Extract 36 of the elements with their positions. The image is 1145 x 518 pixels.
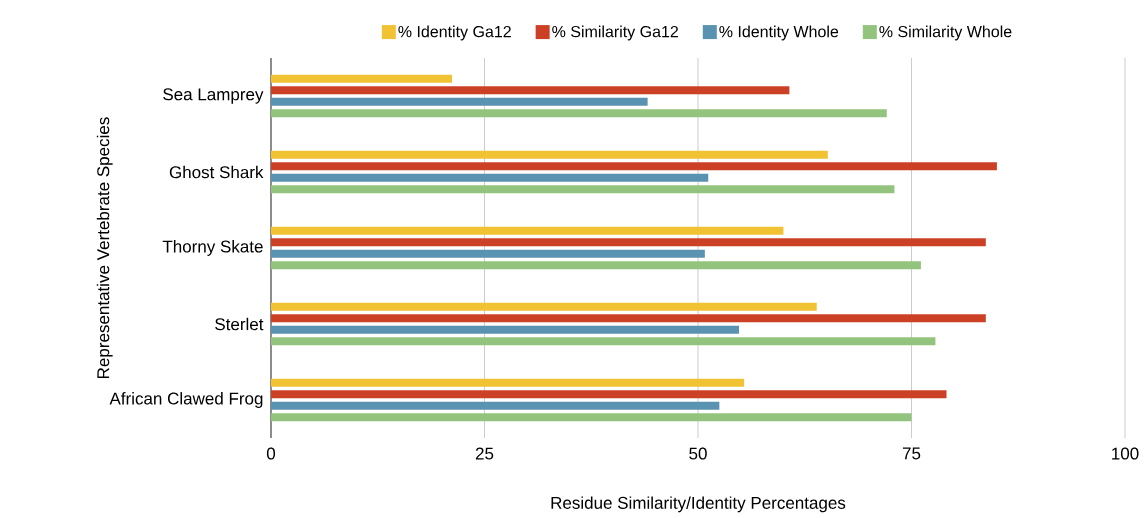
bar: [271, 109, 887, 118]
bar: [271, 337, 936, 346]
x-tick-label: 75: [902, 447, 921, 460]
bar: [271, 390, 947, 399]
bar: [271, 378, 745, 387]
bar: [271, 86, 790, 95]
bar: [271, 74, 453, 83]
y-tick-label: Sterlet: [215, 317, 264, 331]
bar: [271, 249, 705, 258]
bar: [271, 314, 986, 323]
bar: [271, 97, 648, 106]
legend-label: % Similarity Whole: [879, 25, 1012, 41]
x-tick-label: 0: [266, 447, 276, 460]
bar: [271, 238, 986, 247]
y-tick-label: Ghost Shark: [169, 165, 264, 179]
legend-label: % Identity Ga12: [398, 25, 511, 41]
y-tick-label: Sea Lamprey: [163, 88, 264, 104]
legend-label: % Similarity Ga12: [552, 25, 678, 41]
bar: [271, 401, 720, 410]
x-tick-label: 100: [1112, 447, 1139, 460]
bar: [271, 325, 739, 334]
bar: [271, 226, 784, 235]
bar: [271, 413, 912, 422]
bar: [271, 173, 709, 182]
bar: [271, 261, 921, 270]
x-tick-label: 25: [475, 447, 494, 460]
legend-label: % Identity Whole: [719, 25, 839, 41]
bar: [271, 302, 817, 311]
bar: [271, 150, 828, 159]
bar: [271, 185, 895, 194]
x-tick-label: 50: [689, 447, 707, 460]
x-axis-title: Residue Similarity/Identity Percentages: [551, 496, 846, 513]
y-axis-title: Representative Vertebrate Species: [96, 117, 113, 378]
y-tick-label: Thorny Skate: [162, 240, 263, 256]
y-tick-label: African Clawed Frog: [109, 392, 263, 408]
bar: [271, 162, 997, 171]
